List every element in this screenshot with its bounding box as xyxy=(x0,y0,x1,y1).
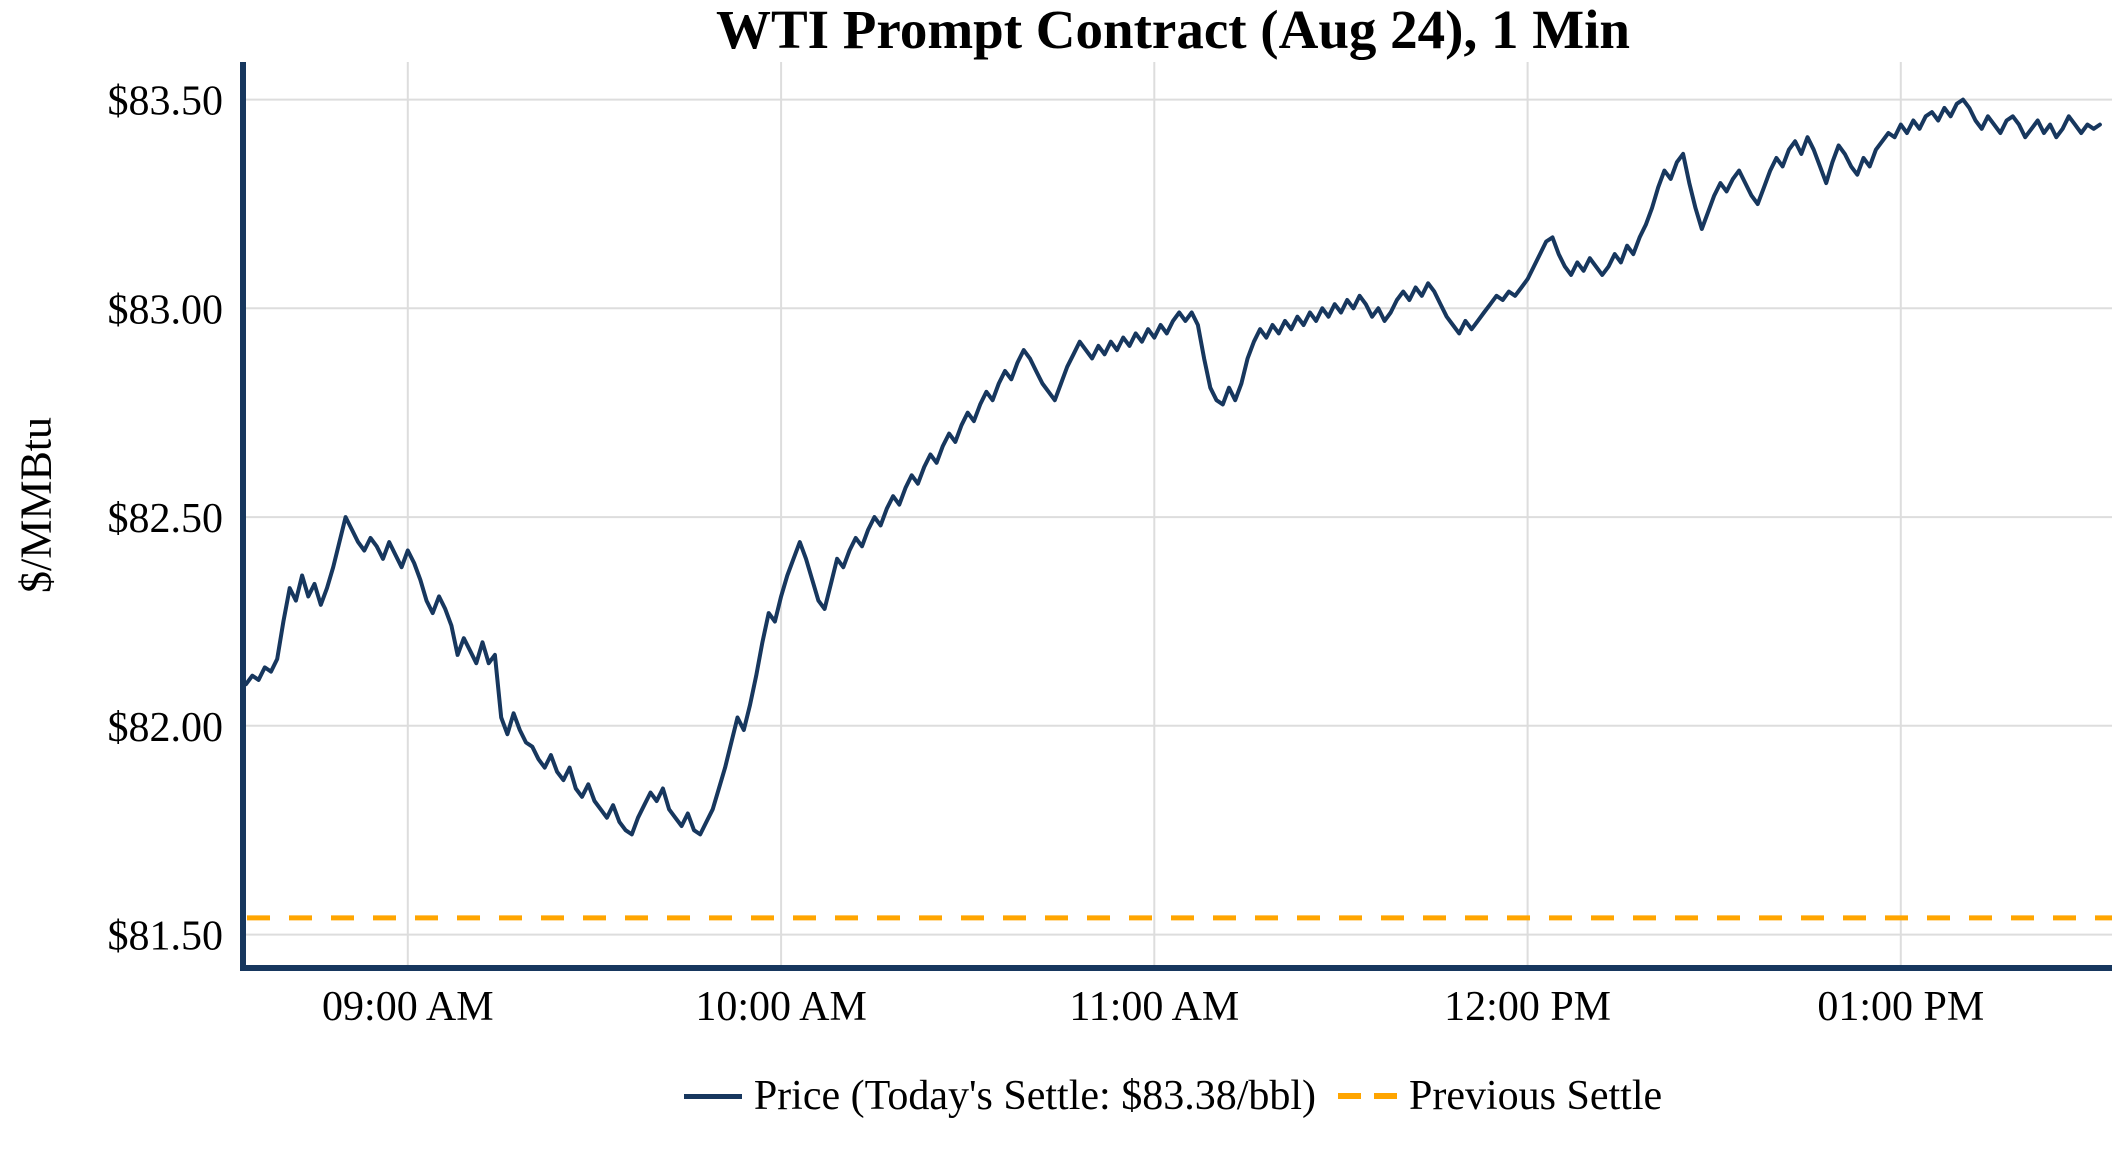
x-tick-label: 12:00 PM xyxy=(1444,984,1611,1030)
price-line xyxy=(244,97,2102,837)
x-tick-label: 10:00 AM xyxy=(695,984,867,1030)
y-tick-label: $83.00 xyxy=(108,287,224,333)
y-tick-label: $81.50 xyxy=(108,914,224,960)
y-tick-label: $82.50 xyxy=(108,496,224,542)
x-tick-label: 09:00 AM xyxy=(322,984,494,1030)
legend: Price (Today's Settle: $83.38/bbl) Previ… xyxy=(243,1068,2103,1124)
legend-previous-settle-label: Previous Settle xyxy=(1409,1073,1663,1119)
y-tick-label: $82.00 xyxy=(108,705,224,751)
y-tick-label: $83.50 xyxy=(108,79,224,125)
legend-price-label: Price (Today's Settle: $83.38/bbl) xyxy=(753,1073,1317,1119)
chart-title: WTI Prompt Contract (Aug 24), 1 Min xyxy=(715,0,1631,60)
x-tick-label: 11:00 AM xyxy=(1069,984,1239,1030)
price-line-swatch xyxy=(683,1093,742,1099)
x-tick-label: 01:00 PM xyxy=(1817,984,1984,1030)
previous-settle-dash-swatch xyxy=(1338,1093,1398,1099)
legend-entry-price: Price (Today's Settle: $83.38/bbl) xyxy=(683,1072,1317,1120)
legend-entry-previous-settle: Previous Settle xyxy=(1338,1072,1662,1120)
